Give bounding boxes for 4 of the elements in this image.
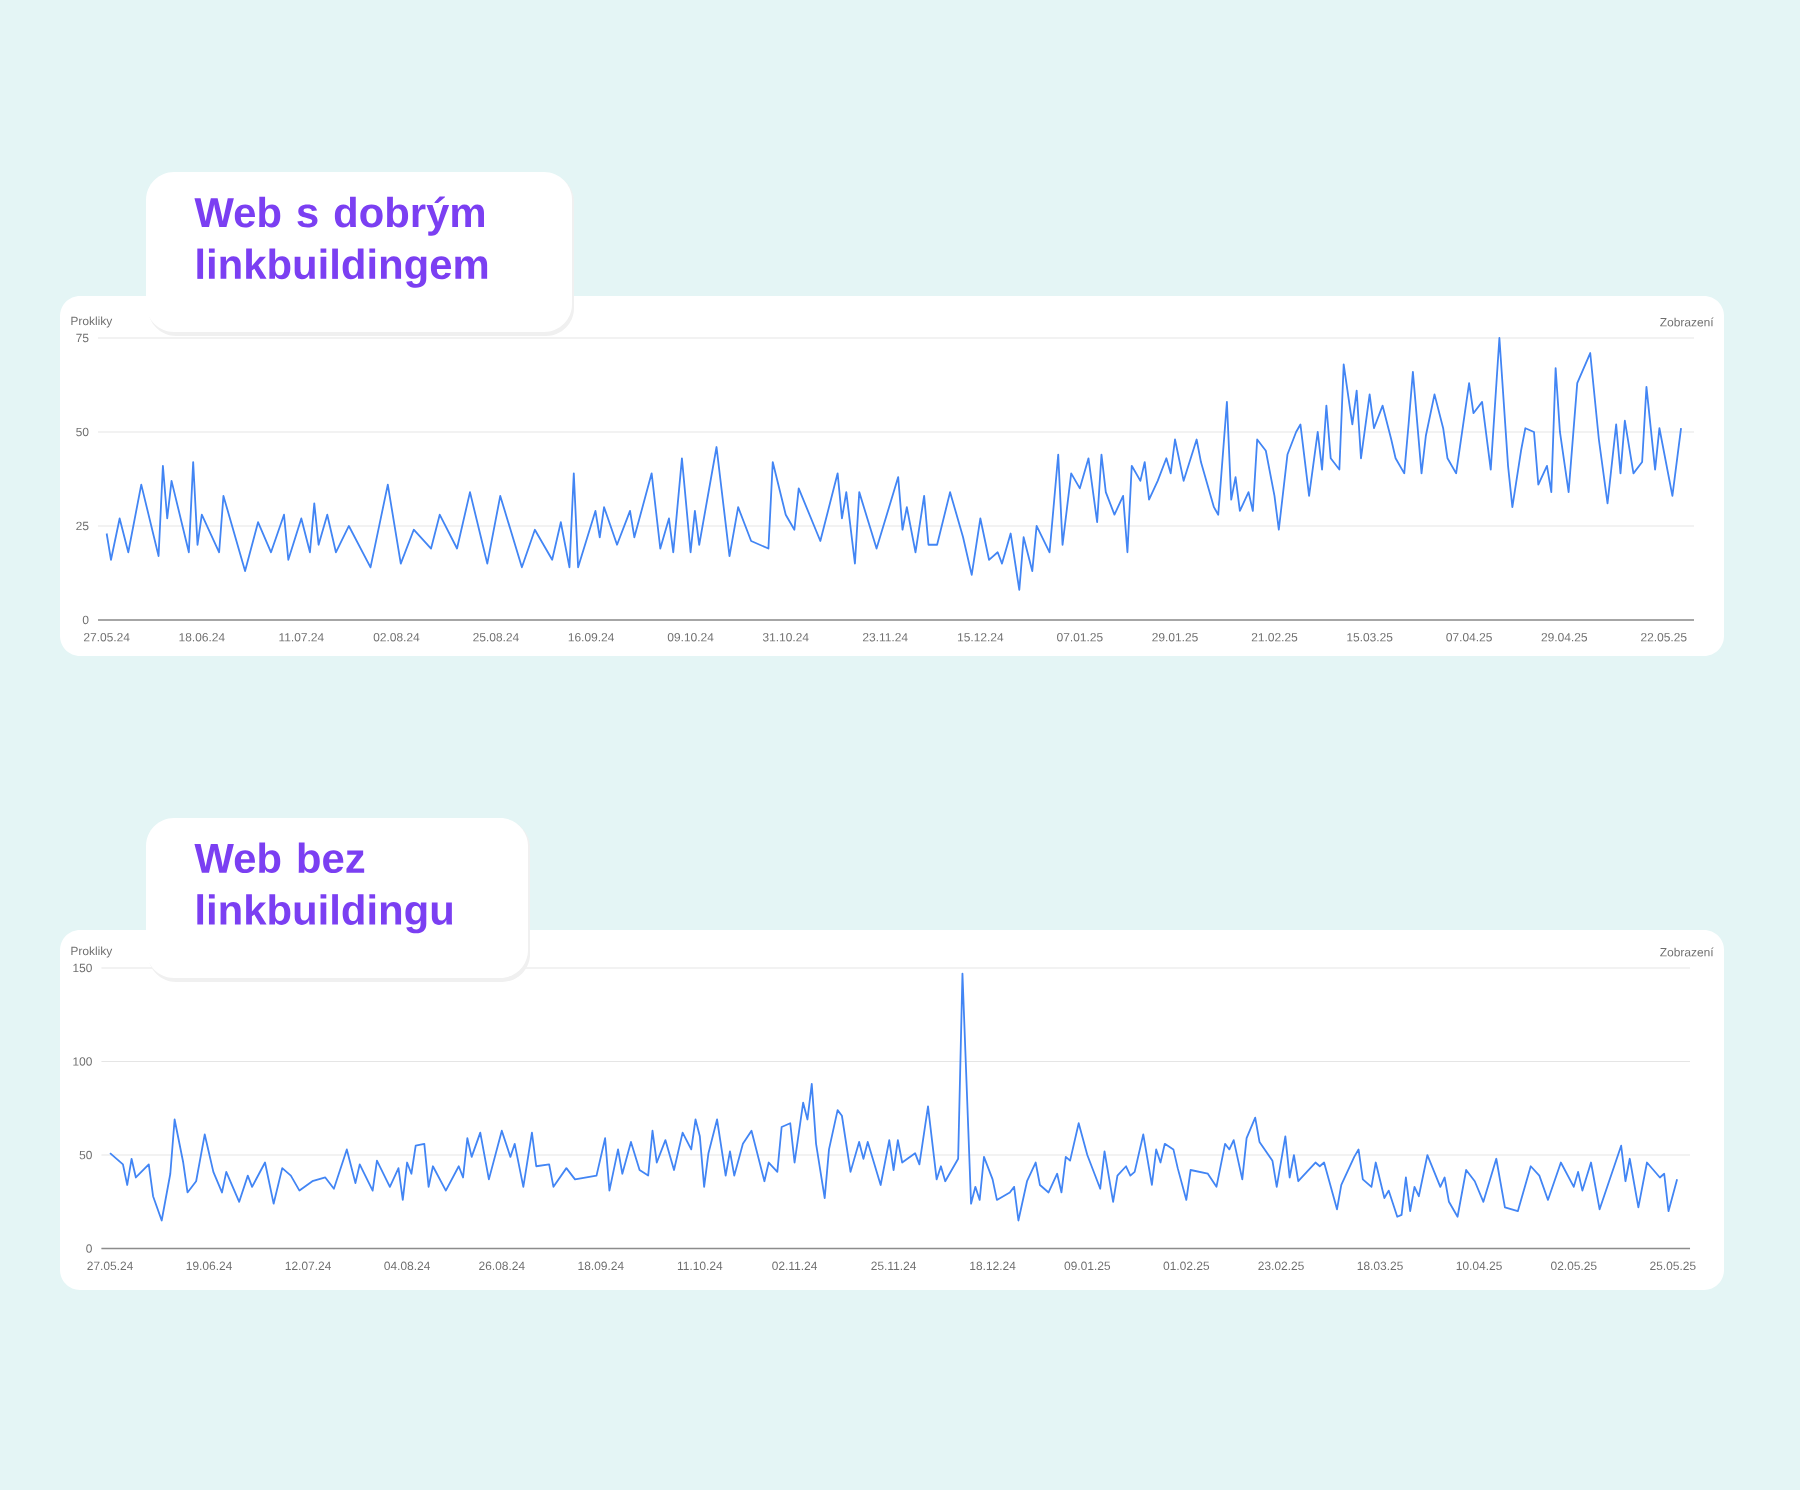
line-series	[109, 972, 1679, 1222]
chart-title: Web bez linkbuildingu	[194, 842, 453, 934]
line-series	[105, 337, 1682, 591]
chart-title: Web s dobrým linkbuildingem	[194, 196, 488, 288]
